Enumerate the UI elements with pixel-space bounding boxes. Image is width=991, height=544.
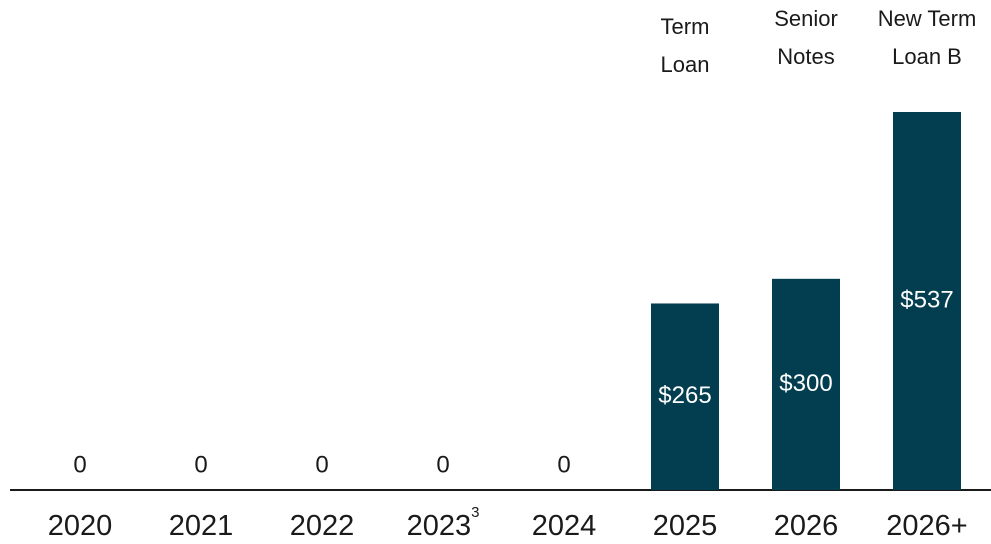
x-tick-label: 2025 xyxy=(653,510,718,542)
bar xyxy=(651,303,719,490)
x-tick-label: 2024 xyxy=(532,510,597,542)
data-label: 0 xyxy=(436,451,449,478)
x-tick-label: 20233 xyxy=(407,504,480,542)
category: 2021 xyxy=(169,510,234,542)
x-tick-label: 2026 xyxy=(774,510,839,542)
data-label: $300 xyxy=(779,370,832,397)
x-tick-label: 2022 xyxy=(290,510,355,542)
category: 2025 xyxy=(653,510,718,542)
data-label: 0 xyxy=(315,451,328,478)
category: 2020 xyxy=(48,510,113,542)
x-tick-label: 2020 xyxy=(48,510,113,542)
bar-annotation: Term xyxy=(661,14,710,39)
data-label: $265 xyxy=(658,382,711,409)
category: 2026+ xyxy=(886,510,967,542)
bar-annotation: Loan xyxy=(661,52,710,77)
category: 2024 xyxy=(532,510,597,542)
bar-annotation: Loan B xyxy=(892,44,962,69)
data-label: 0 xyxy=(194,451,207,478)
footnote-marker: 3 xyxy=(471,504,479,521)
x-tick-label: 2021 xyxy=(169,510,234,542)
bar xyxy=(772,278,840,490)
data-label: $537 xyxy=(900,286,953,313)
bar-annotation: Senior xyxy=(774,6,838,31)
data-label: 0 xyxy=(73,451,86,478)
bar-annotation: New Term xyxy=(878,6,977,31)
x-tick-label: 2026+ xyxy=(886,510,967,542)
category: 2022 xyxy=(290,510,355,542)
bar-annotation: Notes xyxy=(777,44,834,69)
bar xyxy=(893,112,961,490)
data-label: 0 xyxy=(557,451,570,478)
category: 2026 xyxy=(774,510,839,542)
category: 2023 xyxy=(407,510,472,542)
